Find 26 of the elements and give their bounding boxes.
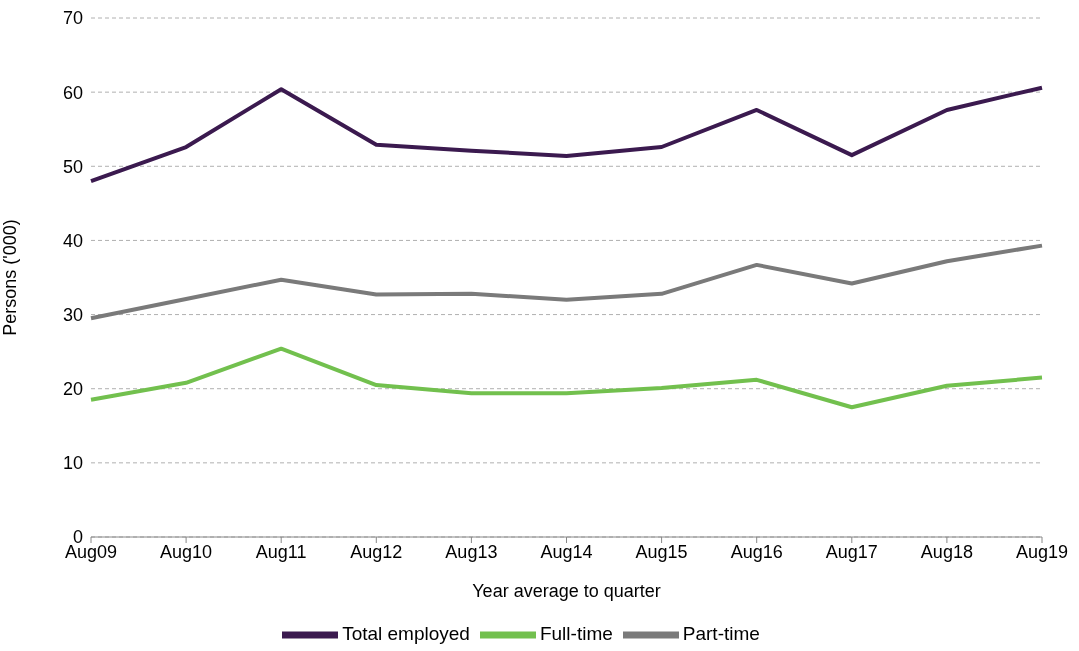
- x-tick-label: Aug16: [730, 541, 783, 562]
- x-tick-label: Aug13: [445, 541, 498, 562]
- y-tick-label: 50: [62, 156, 83, 177]
- y-tick-label: 70: [62, 8, 83, 29]
- x-tick-label: Aug15: [635, 541, 688, 562]
- x-tick-label: Aug19: [1015, 541, 1069, 562]
- x-tick-label: Aug18: [920, 541, 973, 562]
- x-tick-label: Aug11: [255, 541, 307, 562]
- x-tick-label: Aug17: [825, 541, 878, 562]
- legend-label: Full-time: [539, 623, 613, 645]
- y-tick-label: 60: [62, 82, 83, 103]
- line-series: [89, 243, 1044, 321]
- y-tick-label: 30: [62, 304, 83, 325]
- legend-label: Part-time: [682, 623, 760, 645]
- x-axis-title: Year average to quarter: [472, 581, 661, 601]
- line-series: [89, 346, 1044, 410]
- y-tick-label: 40: [62, 230, 83, 251]
- y-axis-title: Persons ('000): [0, 219, 21, 336]
- x-tick-label: Aug12: [350, 541, 403, 562]
- x-tick-label: Aug10: [160, 541, 213, 562]
- y-tick-label: 10: [62, 453, 83, 474]
- x-tick-label: Aug14: [540, 541, 593, 562]
- y-tick-label: 0: [72, 527, 83, 548]
- y-tick-label: 20: [62, 379, 83, 400]
- line-series: [89, 85, 1044, 184]
- legend-label: Total employed: [342, 623, 470, 645]
